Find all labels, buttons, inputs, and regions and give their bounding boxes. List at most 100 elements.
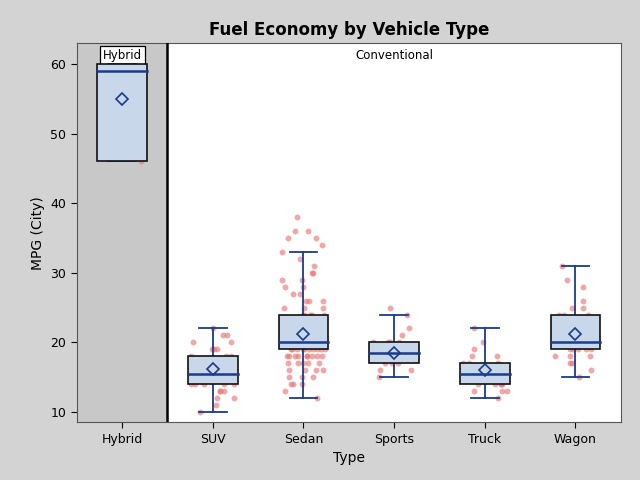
Point [300,366,310,374]
Point [367,338,378,346]
Point [492,352,502,360]
Point [404,324,415,332]
Bar [278,314,328,349]
Point [214,387,225,395]
Point [496,380,506,388]
Bar [168,43,621,422]
Point [573,373,584,381]
Point [303,227,314,235]
Point [207,346,218,353]
Point [310,338,321,346]
Point [374,373,384,381]
Point [221,373,232,381]
Point [317,332,327,339]
Point [282,324,292,332]
Point [198,380,209,388]
Point [314,324,324,332]
Point [493,360,503,367]
Point [562,276,572,284]
Bar [188,356,237,384]
Point [314,360,324,367]
Point [565,332,575,339]
Point [550,352,560,360]
Point [298,338,308,346]
Point [214,373,225,381]
Point [305,346,315,353]
Point [394,338,404,346]
Point [282,352,292,360]
Point [209,346,219,353]
Bar [550,314,600,349]
Point [468,324,479,332]
X-axis label: Type: Type [333,451,365,466]
Point [392,346,403,353]
Point [568,346,579,353]
Point [305,324,316,332]
Point [280,387,291,395]
Point [287,318,298,325]
Point [284,352,294,360]
Point [374,366,385,374]
Y-axis label: MPG (City): MPG (City) [31,196,45,270]
Point [218,332,228,339]
Point [294,290,305,298]
Point [473,380,483,388]
Point [387,360,397,367]
Point [302,324,312,332]
Point [469,387,479,395]
Point [397,332,407,339]
Point [577,338,588,346]
Point [410,346,420,353]
Point [569,338,579,346]
Point [293,352,303,360]
Point [206,366,216,374]
Point [286,338,296,346]
Point [286,346,296,353]
Point [383,338,394,346]
Point [308,269,318,276]
Point [292,338,302,346]
Point [317,338,327,346]
Point [317,352,327,360]
Point [316,332,326,339]
Point [299,304,309,312]
Point [303,297,314,304]
Point [297,276,307,284]
Point [285,332,295,339]
Point [294,255,305,263]
Point [208,324,218,332]
Point [103,60,113,68]
Point [284,366,294,374]
Point [580,346,591,353]
Point [292,213,303,221]
Point [405,346,415,353]
Point [216,360,226,367]
Point [284,234,294,242]
Point [385,352,396,360]
Point [500,373,510,381]
Point [312,352,322,360]
Point [228,394,239,402]
Point [307,352,317,360]
Point [557,324,567,332]
Point [385,304,395,312]
Point [492,366,502,374]
Point [219,387,229,395]
Point [279,304,289,312]
Point [277,276,287,284]
Point [305,338,316,346]
Point [305,311,316,318]
Point [369,352,380,360]
Point [212,346,222,353]
Point [502,373,512,381]
Point [576,338,586,346]
Point [195,408,205,416]
Bar [460,363,509,384]
Point [287,338,298,346]
Point [585,352,595,360]
Point [477,338,488,346]
Point [379,352,389,360]
Point [222,332,232,339]
Point [318,338,328,346]
Point [296,318,306,325]
